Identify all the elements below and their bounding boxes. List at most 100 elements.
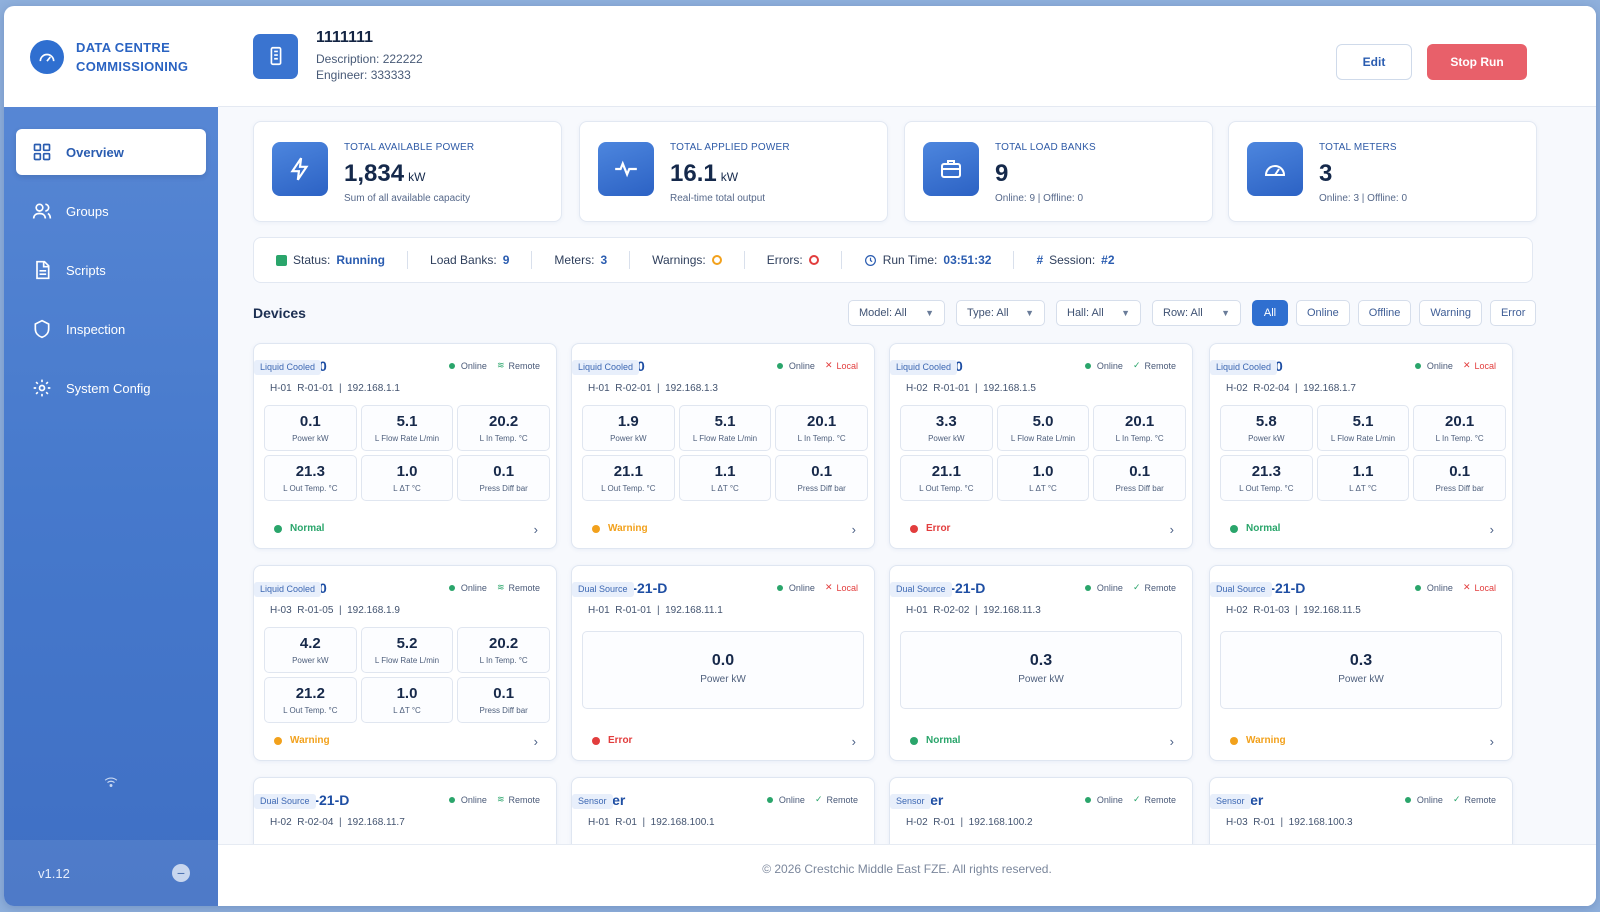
stat-value: 16.1 (670, 160, 717, 187)
main-content: 1111111 Description: 222222 Engineer: 33… (218, 6, 1596, 906)
metric-cell: 21.2 L Out Temp. °C (264, 677, 357, 723)
device-location: H-01 R-01-01 | 192.168.1.1 (270, 383, 400, 394)
online-dot-icon (448, 796, 455, 803)
metric-cell: 5.0 L Flow Rate L/min (996, 405, 1090, 451)
device-location: H-02 R-02-04 | 192.168.11.7 (270, 817, 405, 828)
chevron-down-icon: ▼ (1121, 308, 1130, 318)
metric-cell: 1.1 L ΔT °C (1316, 455, 1410, 501)
device-type-tag: Liquid Cooled (890, 360, 958, 375)
metric-label: L In Temp. °C (1435, 434, 1484, 443)
metric-cell: 1.1 L ΔT °C (678, 455, 772, 501)
sidebar-item-scripts[interactable]: Scripts (16, 247, 206, 293)
metric-label: Press Diff bar (1435, 484, 1484, 493)
meters-label: Meters: (554, 253, 595, 267)
sidebar-item-system-config[interactable]: System Config (16, 365, 206, 411)
chevron-right-icon[interactable]: › (1169, 734, 1174, 749)
filter-row-select[interactable]: Row: All ▼ (1152, 300, 1241, 326)
device-location: H-02 R-01-01 | 192.168.1.5 (906, 383, 1036, 394)
device-type-tag: Liquid Cooled (254, 582, 322, 597)
gauge-icon (1247, 142, 1303, 196)
metric-label: L Out Temp. °C (919, 484, 974, 493)
device-type-tag: Liquid Cooled (254, 360, 322, 375)
online-dot-icon (1414, 584, 1421, 591)
metric-value: 1.1 (1352, 463, 1374, 480)
chip-online[interactable]: Online (1296, 300, 1350, 326)
sidebar-item-overview[interactable]: Overview (16, 129, 206, 175)
power-label: Power kW (700, 674, 746, 685)
metric-cell: 5.2 L Flow Rate L/min (360, 627, 454, 673)
metric-value: 0.1 (493, 685, 515, 702)
edit-button[interactable]: Edit (1336, 44, 1412, 80)
stat-value: 9 (995, 160, 1009, 187)
chip-offline[interactable]: Offline (1357, 300, 1412, 326)
stat-value: 3 (1319, 160, 1333, 187)
sidebar-item-groups[interactable]: Groups (16, 188, 206, 234)
metric-value: 1.1 (714, 463, 736, 480)
ip-address: 192.168.1.9 (347, 605, 400, 616)
sidebar-footer: v1.12 − (4, 840, 218, 906)
filter-model-select[interactable]: Model: All ▼ (848, 300, 945, 326)
chevron-right-icon[interactable]: › (851, 522, 856, 537)
sidebar-item-label: System Config (66, 380, 151, 396)
meters-value: 3 (600, 253, 608, 267)
online-dot-icon (448, 584, 455, 591)
chevron-right-icon[interactable]: › (851, 734, 856, 749)
state-label: Warning (608, 523, 648, 534)
state-dot-icon (592, 736, 600, 745)
close-icon: ✕ (1462, 360, 1471, 370)
metric-label: Power kW (610, 434, 647, 443)
chip-warning[interactable]: Warning (1419, 300, 1482, 326)
device-state: Warning (274, 735, 330, 746)
collapse-sidebar-icon[interactable]: − (172, 864, 190, 882)
ip-address: 192.168.11.7 (347, 817, 405, 828)
metric-label: L Out Temp. °C (283, 706, 338, 715)
metric-cell: 0.1 Press Diff bar (457, 677, 550, 723)
filter-type-select[interactable]: Type: All ▼ (956, 300, 1045, 326)
state-dot-icon (274, 524, 282, 533)
chevron-down-icon: ▼ (1221, 308, 1230, 318)
filter-value: Model: All (859, 307, 907, 319)
chevron-right-icon[interactable]: › (533, 522, 538, 537)
online-status: Online (460, 360, 487, 371)
metric-value: 5.1 (1352, 413, 1374, 430)
hall: H-02 (906, 383, 928, 394)
chip-error[interactable]: Error (1489, 300, 1537, 326)
control-mode: Remote (1144, 582, 1176, 593)
metric-cell: 4.2 Power kW (264, 627, 357, 673)
chevron-right-icon[interactable]: › (533, 734, 538, 749)
chevron-right-icon[interactable]: › (1169, 522, 1174, 537)
filter-hall-select[interactable]: Hall: All ▼ (1056, 300, 1141, 326)
state-dot-icon (1230, 524, 1238, 533)
state-dot-icon (274, 736, 282, 745)
chevron-right-icon[interactable]: › (1489, 522, 1494, 537)
control-mode: Remote (508, 360, 540, 371)
chevron-right-icon[interactable]: › (1489, 734, 1494, 749)
device-connection: Online ≋ Remote (448, 360, 540, 371)
sidebar-item-inspection[interactable]: Inspection (16, 306, 206, 352)
run-time-label: Run Time: (882, 253, 938, 267)
device-state: Warning (1230, 735, 1286, 746)
check-icon: ✓ (1132, 582, 1141, 592)
stop-run-button[interactable]: Stop Run (1427, 44, 1527, 80)
metric-cell: 21.3 L Out Temp. °C (264, 455, 357, 501)
device-connection: Online ✕ Local (776, 582, 858, 593)
online-dot-icon (1084, 362, 1091, 369)
hall: H-01 (588, 605, 610, 616)
chevron-down-icon: ▼ (925, 308, 934, 318)
hall: H-02 (906, 817, 928, 828)
run-status-bar: Status: Running Load Banks: 9 Meters: 3 … (253, 237, 1533, 283)
device-state: Normal (1230, 523, 1280, 534)
chip-all[interactable]: All (1252, 300, 1288, 326)
metric-label: L ΔT °C (393, 706, 421, 715)
